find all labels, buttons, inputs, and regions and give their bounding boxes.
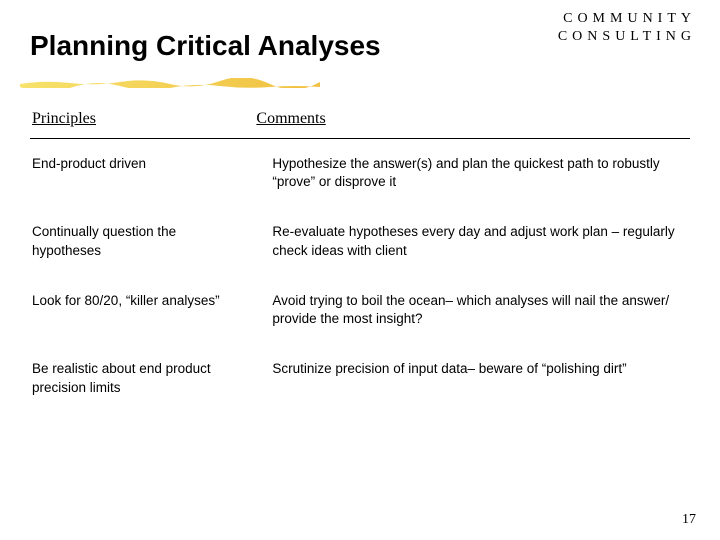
comment-cell: Hypothesize the answer(s) and plan the q…	[254, 139, 690, 208]
brand-block: COMMUNITY CONSULTING	[558, 10, 696, 45]
comment-cell: Avoid trying to boil the ocean– which an…	[254, 276, 690, 344]
header-principles: Principles	[30, 110, 254, 139]
content-region: Principles Comments End-product driven H…	[0, 82, 720, 413]
table-row: End-product driven Hypothesize the answe…	[30, 139, 690, 208]
slide-header: COMMUNITY CONSULTING Planning Critical A…	[0, 0, 720, 82]
header-comments: Comments	[254, 110, 690, 139]
brand-line-1: COMMUNITY	[558, 10, 696, 28]
principle-cell: Continually question the hypotheses	[30, 207, 254, 275]
table-row: Continually question the hypotheses Re-e…	[30, 207, 690, 275]
principle-cell: Look for 80/20, “killer analyses”	[30, 276, 254, 344]
table-header-row: Principles Comments	[30, 110, 690, 139]
principles-table: Principles Comments End-product driven H…	[30, 110, 690, 413]
page-number: 17	[682, 512, 696, 528]
comment-cell: Re-evaluate hypotheses every day and adj…	[254, 207, 690, 275]
table-row: Look for 80/20, “killer analyses” Avoid …	[30, 276, 690, 344]
comment-cell: Scrutinize precision of input data– bewa…	[254, 344, 690, 412]
brand-line-2: CONSULTING	[558, 28, 696, 46]
principle-cell: End-product driven	[30, 139, 254, 208]
table-row: Be realistic about end product precision…	[30, 344, 690, 412]
principle-cell: Be realistic about end product precision…	[30, 344, 254, 412]
